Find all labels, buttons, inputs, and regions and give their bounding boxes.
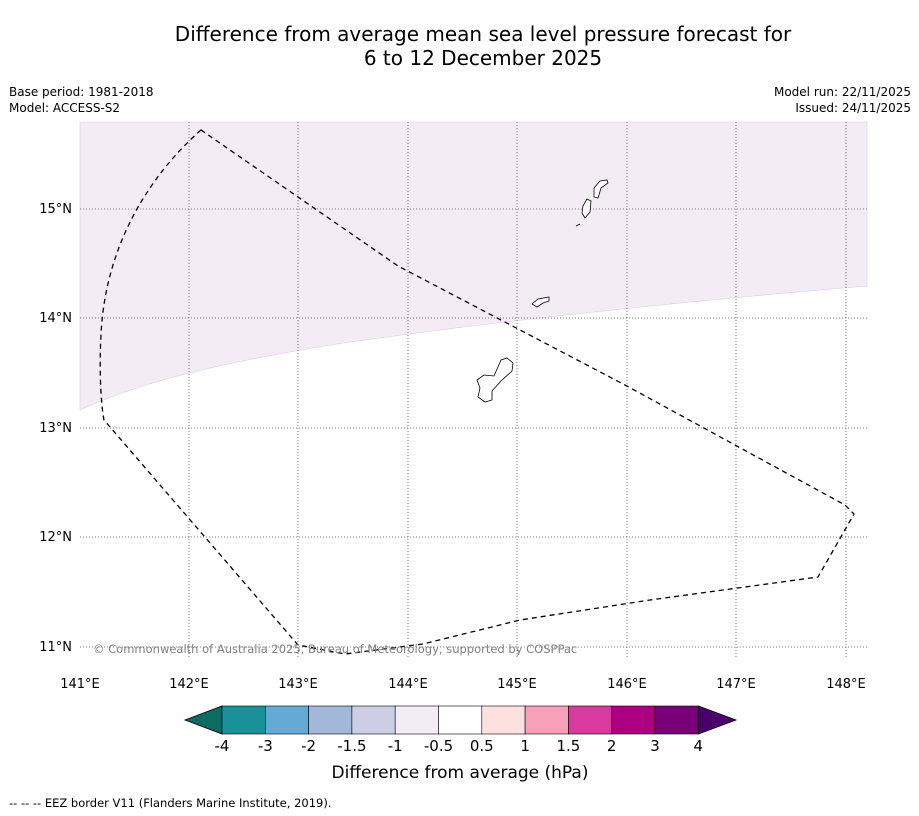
gridlines xyxy=(80,122,867,659)
colorbar-segment xyxy=(438,705,483,735)
lon-tick-142e: 142°E xyxy=(169,677,209,692)
lon-tick-141e: 141°E xyxy=(60,677,100,692)
colorbar-segment xyxy=(264,705,309,735)
model-name: Model: ACCESS-S2 xyxy=(9,101,121,115)
colorbar-segment xyxy=(394,705,439,735)
colorbar-segment xyxy=(654,705,699,735)
lon-tick-143e: 143°E xyxy=(278,677,318,692)
tinian-island xyxy=(581,198,592,219)
title-line-1: Difference from average mean sea level p… xyxy=(174,22,792,46)
lon-tick-145e: 145°E xyxy=(497,677,537,692)
colorbar-segment xyxy=(308,705,353,735)
colorbar-segment xyxy=(568,705,613,735)
lon-tick-147e: 147°E xyxy=(716,677,756,692)
colorbar-tick: 3 xyxy=(650,737,660,755)
colorbar-tick: -0.5 xyxy=(424,737,453,755)
saipan-island xyxy=(593,179,609,199)
aguijan-island xyxy=(575,223,581,227)
rota-island xyxy=(531,296,550,308)
colorbar xyxy=(183,705,738,735)
colorbar-label: Difference from average (hPa) xyxy=(332,763,589,783)
colorbar-tick: -3 xyxy=(258,737,273,755)
meta-left: Base period: 1981-2018 Model: ACCESS-S2 xyxy=(9,84,154,116)
eez-border xyxy=(99,129,855,655)
islands xyxy=(476,179,609,403)
model-run: Model run: 22/11/2025 xyxy=(773,85,911,99)
lon-tick-148e: 148°E xyxy=(826,677,866,692)
base-period: Base period: 1981-2018 xyxy=(9,85,154,99)
colorbar-tick: 1 xyxy=(520,737,530,755)
colorbar-segment xyxy=(481,705,526,735)
lat-tick-14n: 14°N xyxy=(39,311,72,326)
colorbar-left-arrow xyxy=(183,705,223,735)
colorbar-segment xyxy=(221,705,266,735)
colorbar-segment xyxy=(524,705,569,735)
colorbar-tick: 1.5 xyxy=(556,737,580,755)
colorbar-tick: -4 xyxy=(215,737,230,755)
issued-date: Issued: 24/11/2025 xyxy=(795,101,911,115)
lat-tick-11n: 11°N xyxy=(39,640,72,655)
guam-island xyxy=(476,357,514,403)
colorbar-tick: -2 xyxy=(301,737,316,755)
colorbar-tick: 2 xyxy=(607,737,617,755)
colorbar-tick: 4 xyxy=(694,737,704,755)
lat-tick-15n: 15°N xyxy=(39,202,72,217)
colorbar-tick: -1.5 xyxy=(337,737,366,755)
lat-tick-12n: 12°N xyxy=(39,530,72,545)
meta-right: Model run: 22/11/2025 Issued: 24/11/2025 xyxy=(774,84,911,116)
colorbar-tick: -1 xyxy=(388,737,403,755)
colorbar-segment xyxy=(611,705,656,735)
eez-footnote: -- -- -- EEZ border V11 (Flanders Marine… xyxy=(9,796,332,810)
colorbar-segment xyxy=(351,705,396,735)
copyright-text: © Commonwealth of Australia 2025, Bureau… xyxy=(93,642,577,656)
lon-tick-144e: 144°E xyxy=(388,677,428,692)
chart-title: Difference from average mean sea level p… xyxy=(0,22,919,70)
anomaly-band xyxy=(79,121,868,411)
lon-tick-146e: 146°E xyxy=(607,677,647,692)
colorbar-tick: 0.5 xyxy=(470,737,494,755)
colorbar-right-arrow xyxy=(697,705,738,735)
lat-tick-13n: 13°N xyxy=(39,421,72,436)
title-line-2: 6 to 12 December 2025 xyxy=(363,46,603,70)
